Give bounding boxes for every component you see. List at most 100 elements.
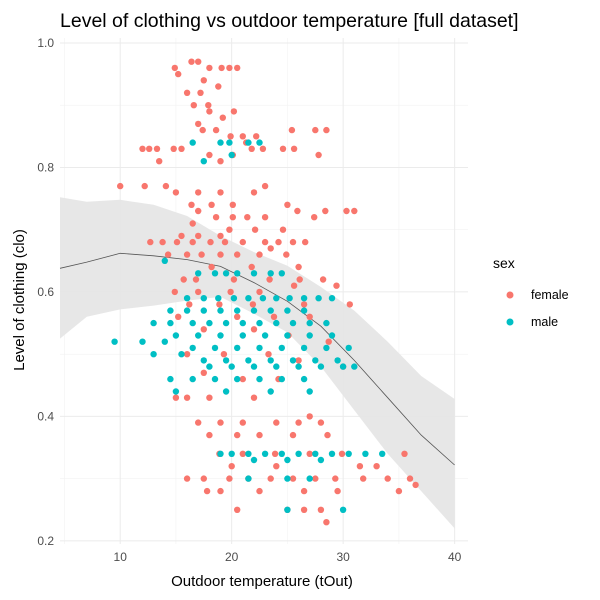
point-male	[228, 450, 235, 457]
point-male	[228, 363, 235, 370]
point-female	[290, 145, 298, 152]
point-female	[248, 263, 255, 271]
point-male	[323, 344, 330, 352]
y-tick-label: 0.8	[37, 160, 54, 174]
point-male	[278, 344, 285, 352]
point-female	[183, 351, 191, 358]
point-male	[256, 344, 263, 352]
point-male	[323, 319, 330, 327]
point-female	[234, 506, 241, 513]
point-male	[284, 506, 291, 513]
point-male	[245, 450, 252, 457]
point-female	[256, 487, 263, 495]
point-female	[217, 419, 224, 426]
x-axis-ticks: 10 20 30 40	[114, 550, 462, 564]
point-female	[295, 263, 302, 271]
point-female	[261, 214, 269, 221]
point-male	[267, 357, 274, 364]
point-female	[251, 226, 259, 233]
point-male	[167, 375, 174, 383]
scatter-points	[111, 58, 419, 526]
point-female	[323, 519, 330, 526]
point-female	[273, 419, 280, 426]
point-male	[217, 332, 224, 339]
point-male	[239, 332, 246, 339]
point-female	[256, 251, 263, 258]
point-female	[239, 238, 246, 246]
point-female	[234, 431, 241, 439]
point-female	[217, 487, 224, 495]
point-female	[183, 475, 191, 482]
point-female	[306, 413, 313, 420]
point-female	[256, 431, 263, 439]
point-female	[275, 238, 282, 246]
point-male	[328, 332, 336, 339]
point-female	[239, 133, 246, 140]
point-female	[192, 276, 200, 283]
point-male	[183, 295, 191, 302]
point-female	[228, 463, 235, 470]
point-male	[306, 475, 313, 482]
point-female	[271, 450, 279, 457]
point-female	[322, 207, 329, 215]
point-male	[306, 319, 313, 327]
confidence-band-area	[60, 197, 455, 529]
point-female	[212, 214, 220, 221]
point-female	[180, 276, 187, 283]
smooth-line-path	[59, 252, 455, 466]
point-male	[161, 257, 168, 264]
point-female	[217, 232, 224, 240]
point-female	[141, 182, 148, 190]
point-female	[239, 450, 246, 457]
point-female	[312, 126, 319, 134]
point-male	[306, 388, 313, 395]
point-female	[195, 120, 202, 128]
point-female	[401, 450, 408, 457]
point-female	[248, 145, 255, 152]
point-male	[284, 332, 291, 339]
point-male	[189, 319, 196, 327]
point-female	[230, 276, 238, 283]
point-female	[306, 313, 313, 320]
point-female	[195, 232, 202, 240]
point-female	[218, 64, 225, 72]
confidence-band	[60, 197, 455, 529]
legend-key-male	[506, 318, 514, 326]
point-male	[215, 295, 222, 302]
point-female	[206, 108, 213, 115]
point-female	[325, 338, 332, 345]
point-male	[211, 270, 219, 277]
point-female	[229, 201, 236, 208]
point-female	[317, 506, 325, 513]
point-female	[315, 151, 322, 159]
point-female	[206, 151, 213, 159]
point-female	[217, 158, 224, 165]
point-male	[206, 319, 213, 327]
point-female	[317, 419, 325, 426]
point-male	[217, 307, 224, 314]
point-female	[178, 145, 185, 152]
point-female	[302, 238, 309, 246]
point-male	[261, 450, 269, 457]
point-male	[234, 344, 241, 352]
point-female	[351, 207, 358, 215]
x-axis-label: Outdoor temperature (tOut)	[171, 573, 353, 590]
x-tick-label: 40	[448, 550, 462, 564]
point-female	[189, 220, 196, 227]
point-male	[328, 295, 336, 302]
point-female	[195, 58, 202, 65]
point-male	[189, 375, 196, 383]
point-male	[217, 450, 224, 457]
point-female	[171, 288, 178, 296]
point-female	[273, 463, 280, 470]
point-female	[323, 126, 330, 134]
point-female	[319, 276, 327, 283]
point-male	[300, 295, 308, 302]
point-male	[362, 450, 369, 457]
point-female	[346, 301, 353, 308]
point-female	[186, 301, 193, 308]
point-female	[195, 207, 202, 215]
point-female	[195, 189, 202, 196]
point-male	[245, 139, 252, 146]
smooth-line	[59, 252, 455, 466]
